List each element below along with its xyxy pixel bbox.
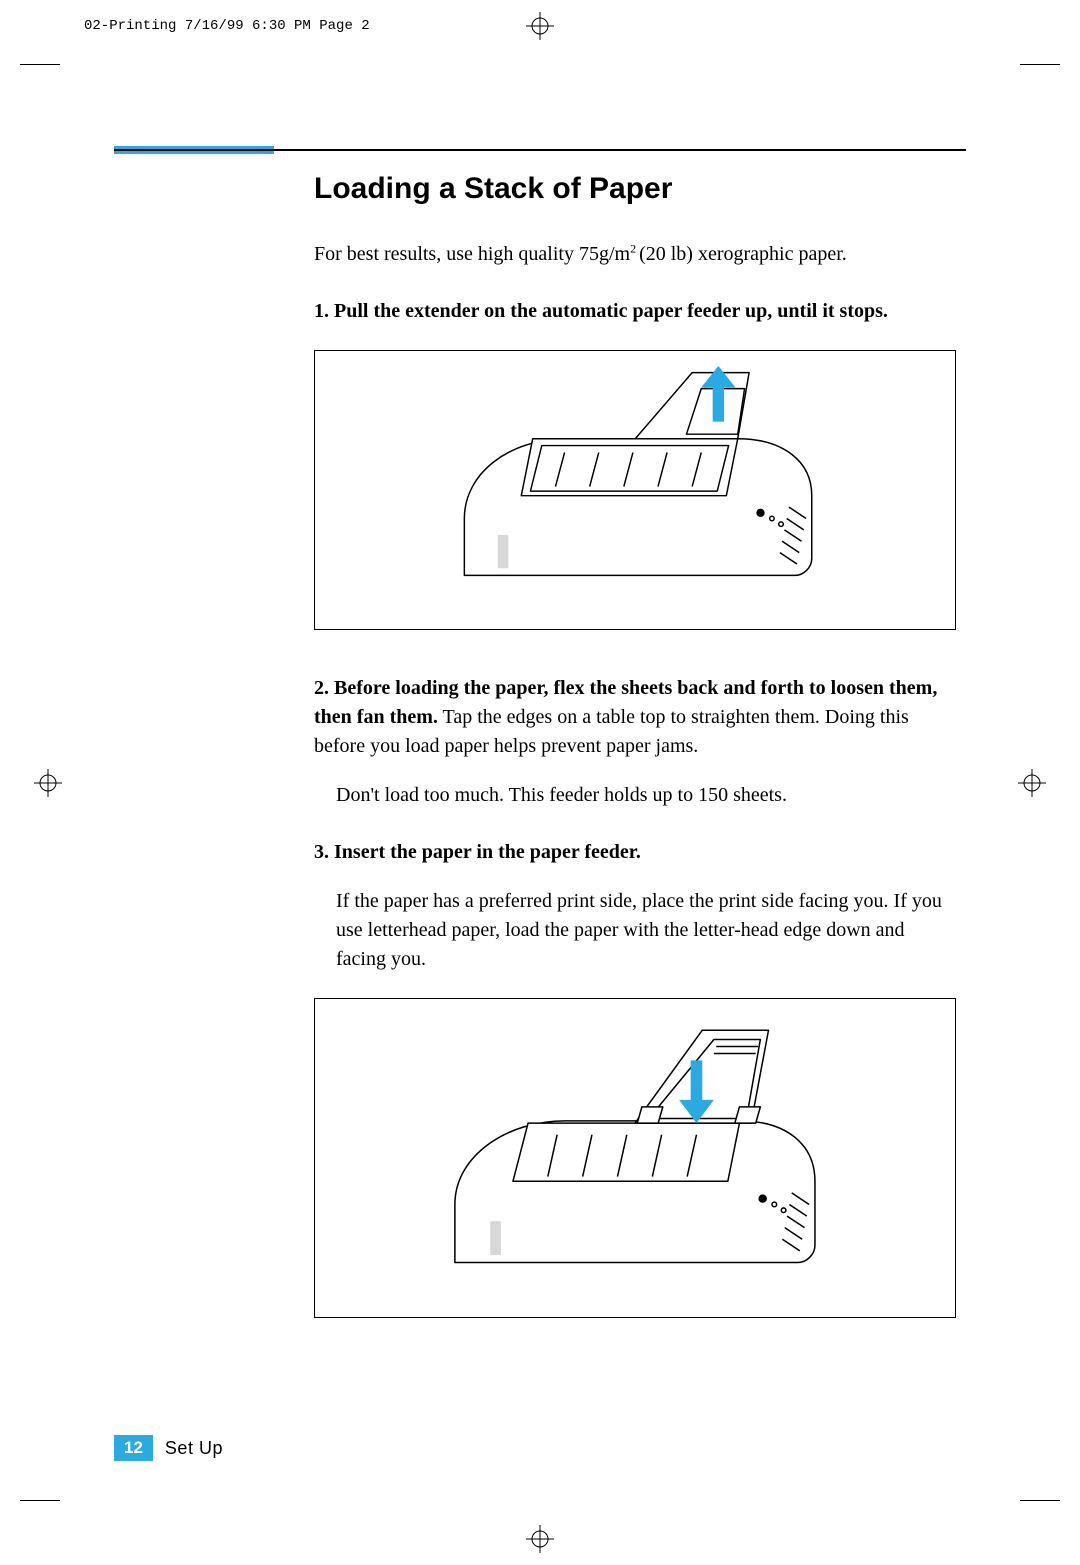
- page-footer: 12 Set Up: [114, 1435, 223, 1461]
- step-3-number: 3.: [314, 841, 334, 863]
- step-2-extra: Don't load too much. This feeder holds u…: [314, 781, 956, 810]
- step-2-number: 2.: [314, 677, 334, 699]
- step-1-number: 1.: [314, 300, 334, 322]
- page-body: Loading a Stack of Paper For best result…: [64, 64, 1016, 1501]
- crop-mark: [20, 1500, 60, 1501]
- crop-mark: [1020, 1500, 1060, 1501]
- print-slug: 02-Printing 7/16/99 6:30 PM Page 2: [84, 18, 370, 34]
- printer-illustration-1: [396, 359, 874, 621]
- intro-superscript: 2: [630, 241, 639, 255]
- step-3-body: If the paper has a preferred print side,…: [314, 887, 956, 974]
- step-3: 3. Insert the paper in the paper feeder.: [314, 838, 956, 867]
- intro-text-suffix: (20 lb) xerographic paper.: [639, 243, 847, 265]
- step-3-title: Insert the paper in the paper feeder.: [334, 841, 641, 863]
- content-column: Loading a Stack of Paper For best result…: [314, 172, 956, 1362]
- registration-mark-icon: [526, 1525, 554, 1553]
- intro-paragraph: For best results, use high quality 75g/m…: [314, 240, 956, 269]
- figure-2: [314, 998, 956, 1318]
- page-title: Loading a Stack of Paper: [314, 172, 956, 206]
- header-rule: [114, 149, 966, 151]
- section-label: Set Up: [165, 1438, 223, 1459]
- registration-mark-icon: [34, 769, 62, 797]
- figure-1: [314, 350, 956, 630]
- step-1-title: Pull the extender on the automatic paper…: [334, 300, 888, 322]
- crop-mark: [20, 64, 60, 65]
- printer-illustration-2: [391, 1007, 879, 1309]
- page-number-badge: 12: [114, 1435, 153, 1461]
- crop-mark: [1020, 64, 1060, 65]
- registration-mark-icon: [1018, 769, 1046, 797]
- step-1: 1. Pull the extender on the automatic pa…: [314, 297, 956, 326]
- step-2: 2. Before loading the paper, flex the sh…: [314, 674, 956, 761]
- intro-text-prefix: For best results, use high quality 75g/m: [314, 243, 630, 265]
- registration-mark-icon: [526, 12, 554, 40]
